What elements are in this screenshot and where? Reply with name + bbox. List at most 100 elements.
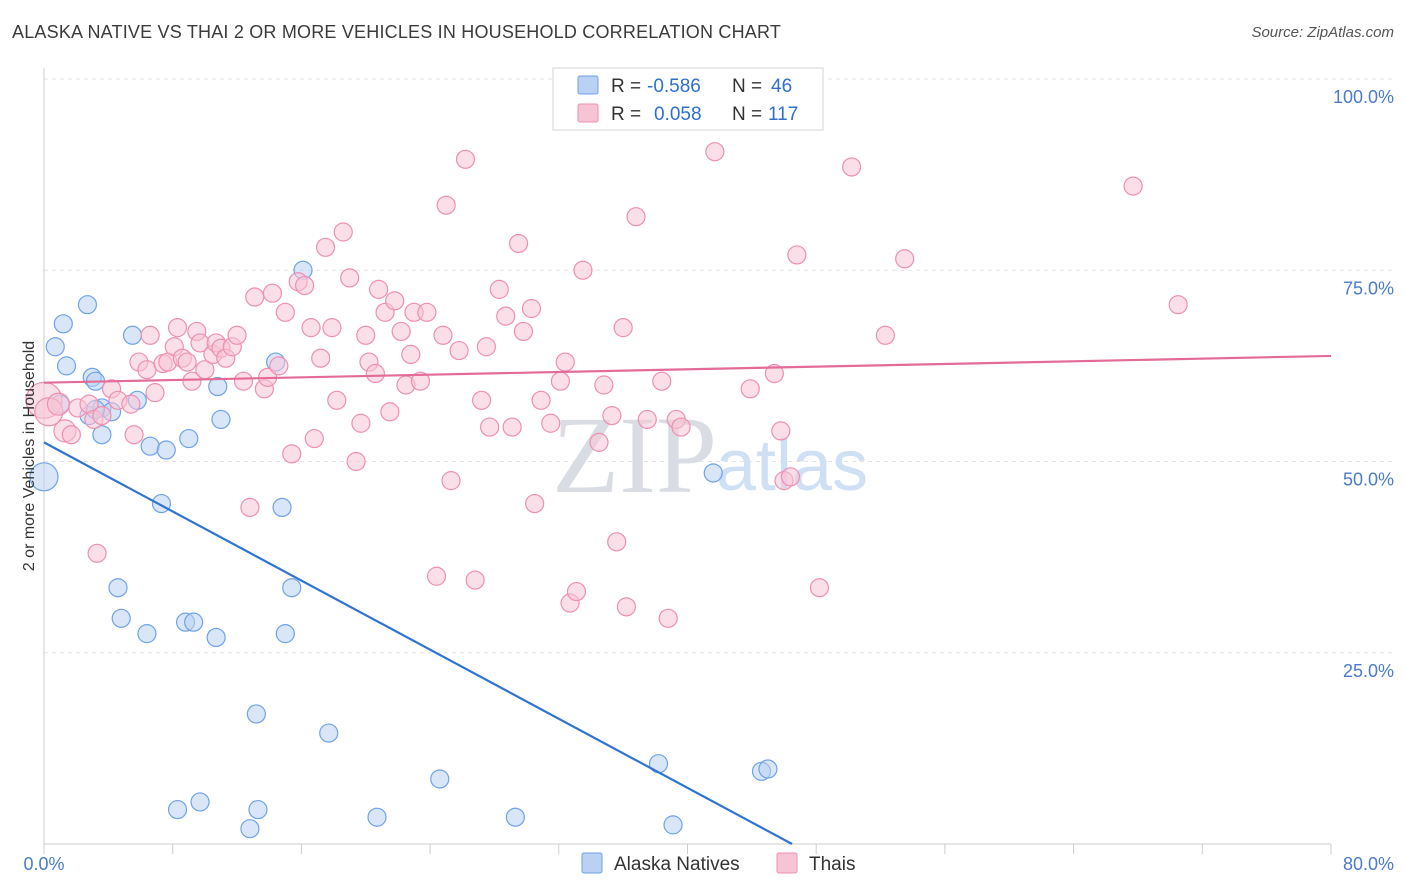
thai-point (602, 406, 622, 426)
thai-point (705, 142, 725, 162)
alaska-native-point (663, 815, 683, 835)
thai-point (626, 207, 646, 227)
series-label-thais: Thais (809, 854, 855, 875)
y-axis-label: 2 or more Vehicles in Household (21, 341, 38, 571)
y-tick-label: 50.0% (1343, 470, 1394, 490)
thai-point (875, 325, 895, 345)
legend-n-value-2: 117 (768, 104, 798, 125)
thai-point (433, 325, 453, 345)
series-swatch-alaska-natives (581, 852, 603, 874)
thai-point (531, 390, 551, 410)
alaska-native-point (140, 436, 160, 456)
alaska-native-point (758, 759, 778, 779)
thai-point (449, 340, 469, 361)
thai-point (652, 371, 672, 391)
watermark-atlas: atlas (716, 426, 868, 506)
watermark: ZIP atlas (552, 394, 868, 516)
thai-point (124, 425, 144, 445)
thai-point (177, 352, 197, 372)
thai-point (521, 298, 542, 319)
thai-point (671, 417, 691, 437)
thai-point (480, 417, 500, 437)
alaska-native-point (505, 807, 525, 827)
thai-point (436, 195, 456, 215)
alaska-native-point (208, 376, 228, 397)
thai-point (471, 390, 492, 410)
y-tick-label: 25.0% (1343, 661, 1394, 681)
alaska-native-point (211, 409, 231, 430)
alaska-native-point (319, 723, 339, 743)
thai-point (541, 413, 561, 433)
thai-point (304, 428, 324, 449)
legend-n-label-2: N = (732, 104, 762, 125)
alaska-native-point (167, 799, 188, 820)
thai-point (315, 237, 336, 257)
thai-point (771, 421, 791, 441)
series-swatch-thais (776, 852, 798, 874)
thai-point (809, 578, 830, 598)
legend-n-value-1: 46 (771, 76, 792, 97)
thai-point (496, 306, 516, 326)
alaska-native-point (246, 704, 266, 724)
legend-r-value-1: -0.586 (647, 76, 701, 97)
thai-point (282, 444, 302, 464)
watermark-zip: ZIP (552, 394, 717, 516)
alaska-native-point (53, 314, 73, 334)
thai-point (740, 379, 760, 399)
thai-point (245, 287, 265, 307)
thai-point (233, 371, 254, 391)
thai-point (137, 360, 157, 380)
thai-point (613, 318, 633, 338)
thai-point (566, 581, 587, 602)
alaska-native-point (108, 578, 128, 598)
thai-point (426, 566, 447, 586)
alaska-native-point (703, 463, 723, 483)
thai-point (508, 233, 529, 254)
alaska-native-point (282, 578, 302, 598)
alaska-natives-trend-line (43, 441, 793, 845)
thai-point (589, 432, 609, 452)
x-tick-label: 80.0% (1343, 854, 1394, 874)
thai-point (275, 302, 295, 322)
thai-point (1123, 176, 1143, 196)
data-points (25, 142, 1188, 839)
thai-point (365, 363, 386, 384)
thai-point (369, 279, 389, 299)
thai-point (476, 337, 497, 357)
legend-swatch-alaska-natives (577, 75, 599, 95)
alaska-native-point (111, 608, 131, 628)
alaska-native-point (430, 769, 450, 789)
thai-point (616, 597, 636, 617)
legend-r-label-1: R = (611, 76, 641, 97)
thai-point (764, 363, 784, 384)
thai-point (787, 245, 807, 265)
thai-point (346, 451, 366, 472)
thai-point (780, 467, 801, 487)
thai-point (227, 325, 247, 345)
thai-point (385, 291, 405, 311)
thai-point (92, 406, 112, 426)
thai-point (61, 425, 81, 445)
tick-labels: 100.0% 75.0% 50.0% 25.0% 0.0% 80.0% (23, 87, 1394, 874)
thais-trend-line (43, 354, 1332, 384)
thai-point (87, 543, 107, 563)
trend-lines (43, 354, 1332, 845)
thai-point (391, 321, 411, 342)
alaska-native-point (240, 819, 260, 839)
alaska-native-point (275, 624, 295, 644)
thai-point (895, 249, 915, 269)
thai-point (550, 371, 571, 391)
thai-point (502, 417, 522, 437)
thai-point (333, 222, 353, 242)
legend-r-label-2: R = (611, 104, 641, 125)
thai-point (327, 390, 347, 410)
thai-point (465, 570, 485, 590)
axes (43, 68, 1332, 854)
thai-point (455, 149, 476, 169)
thai-point (340, 268, 360, 288)
alaska-native-point (206, 627, 226, 648)
alaska-native-point (179, 428, 199, 449)
thai-point (140, 325, 160, 345)
thai-point (607, 532, 627, 552)
